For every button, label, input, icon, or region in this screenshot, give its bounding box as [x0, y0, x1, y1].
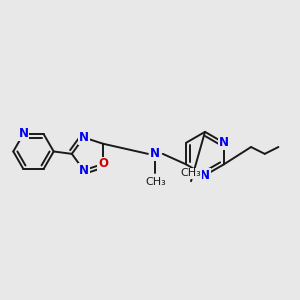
Text: CH₃: CH₃ — [181, 168, 201, 178]
Text: N: N — [219, 136, 229, 149]
Text: CH₃: CH₃ — [145, 177, 166, 187]
Text: O: O — [98, 158, 108, 170]
Text: N: N — [79, 164, 89, 177]
Text: N: N — [200, 169, 210, 182]
Text: N: N — [18, 128, 28, 140]
Text: N: N — [79, 131, 89, 144]
Text: N: N — [150, 147, 160, 161]
